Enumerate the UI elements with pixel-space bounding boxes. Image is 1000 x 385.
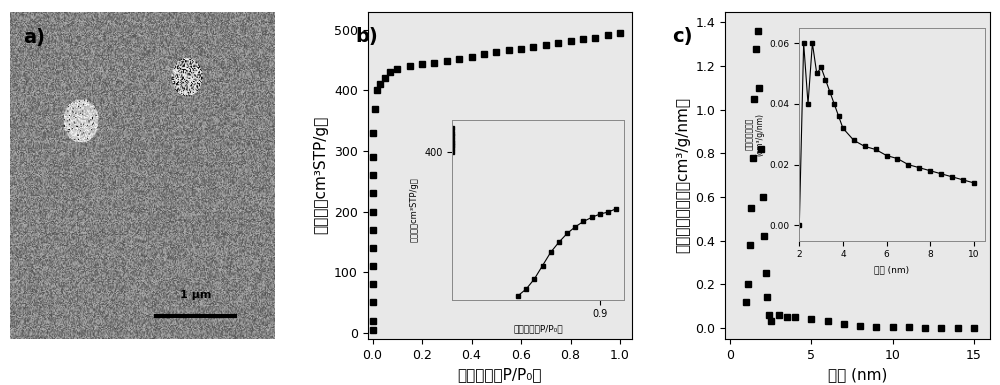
Text: 1 μm: 1 μm	[180, 290, 211, 300]
Text: b): b)	[355, 27, 378, 46]
Text: a): a)	[23, 28, 45, 47]
X-axis label: 相对压力（P/P₀）: 相对压力（P/P₀）	[458, 367, 542, 382]
Y-axis label: 孔容体积变化率（cm³/g/nm）: 孔容体积变化率（cm³/g/nm）	[675, 97, 690, 253]
X-axis label: 孔径 (nm): 孔径 (nm)	[828, 367, 887, 382]
Text: c): c)	[672, 27, 692, 46]
Y-axis label: 吸附量（cm³STP/g）: 吸附量（cm³STP/g）	[313, 116, 328, 234]
